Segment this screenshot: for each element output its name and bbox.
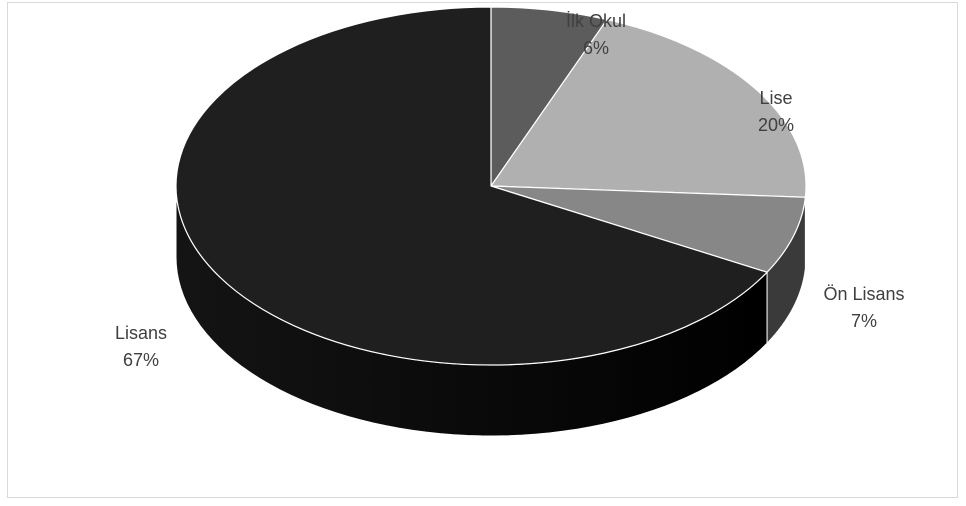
pie-top-slices bbox=[175, 6, 807, 366]
pie-labels: İlk Okul 6% Lise 20% Ön Lisans 7% Lisans 67% bbox=[115, 11, 905, 370]
label-lisans-name: Lisans bbox=[115, 323, 167, 343]
label-on-lisans-percent: 7% bbox=[851, 311, 877, 331]
label-lise-name: Lise bbox=[759, 88, 792, 108]
pie-slice-lise bbox=[490, 18, 807, 198]
label-lisans-percent: 67% bbox=[123, 350, 159, 370]
label-ilk-okul-name: İlk Okul bbox=[566, 11, 626, 31]
pie-slice-on-lisans bbox=[490, 185, 806, 273]
label-on-lisans-name: Ön Lisans bbox=[823, 284, 904, 304]
label-ilk-okul-percent: 6% bbox=[583, 38, 609, 58]
pie-slice-lisans bbox=[175, 6, 768, 366]
label-lise-percent: 20% bbox=[758, 115, 794, 135]
pie-slice-ilk-okul bbox=[490, 6, 608, 187]
